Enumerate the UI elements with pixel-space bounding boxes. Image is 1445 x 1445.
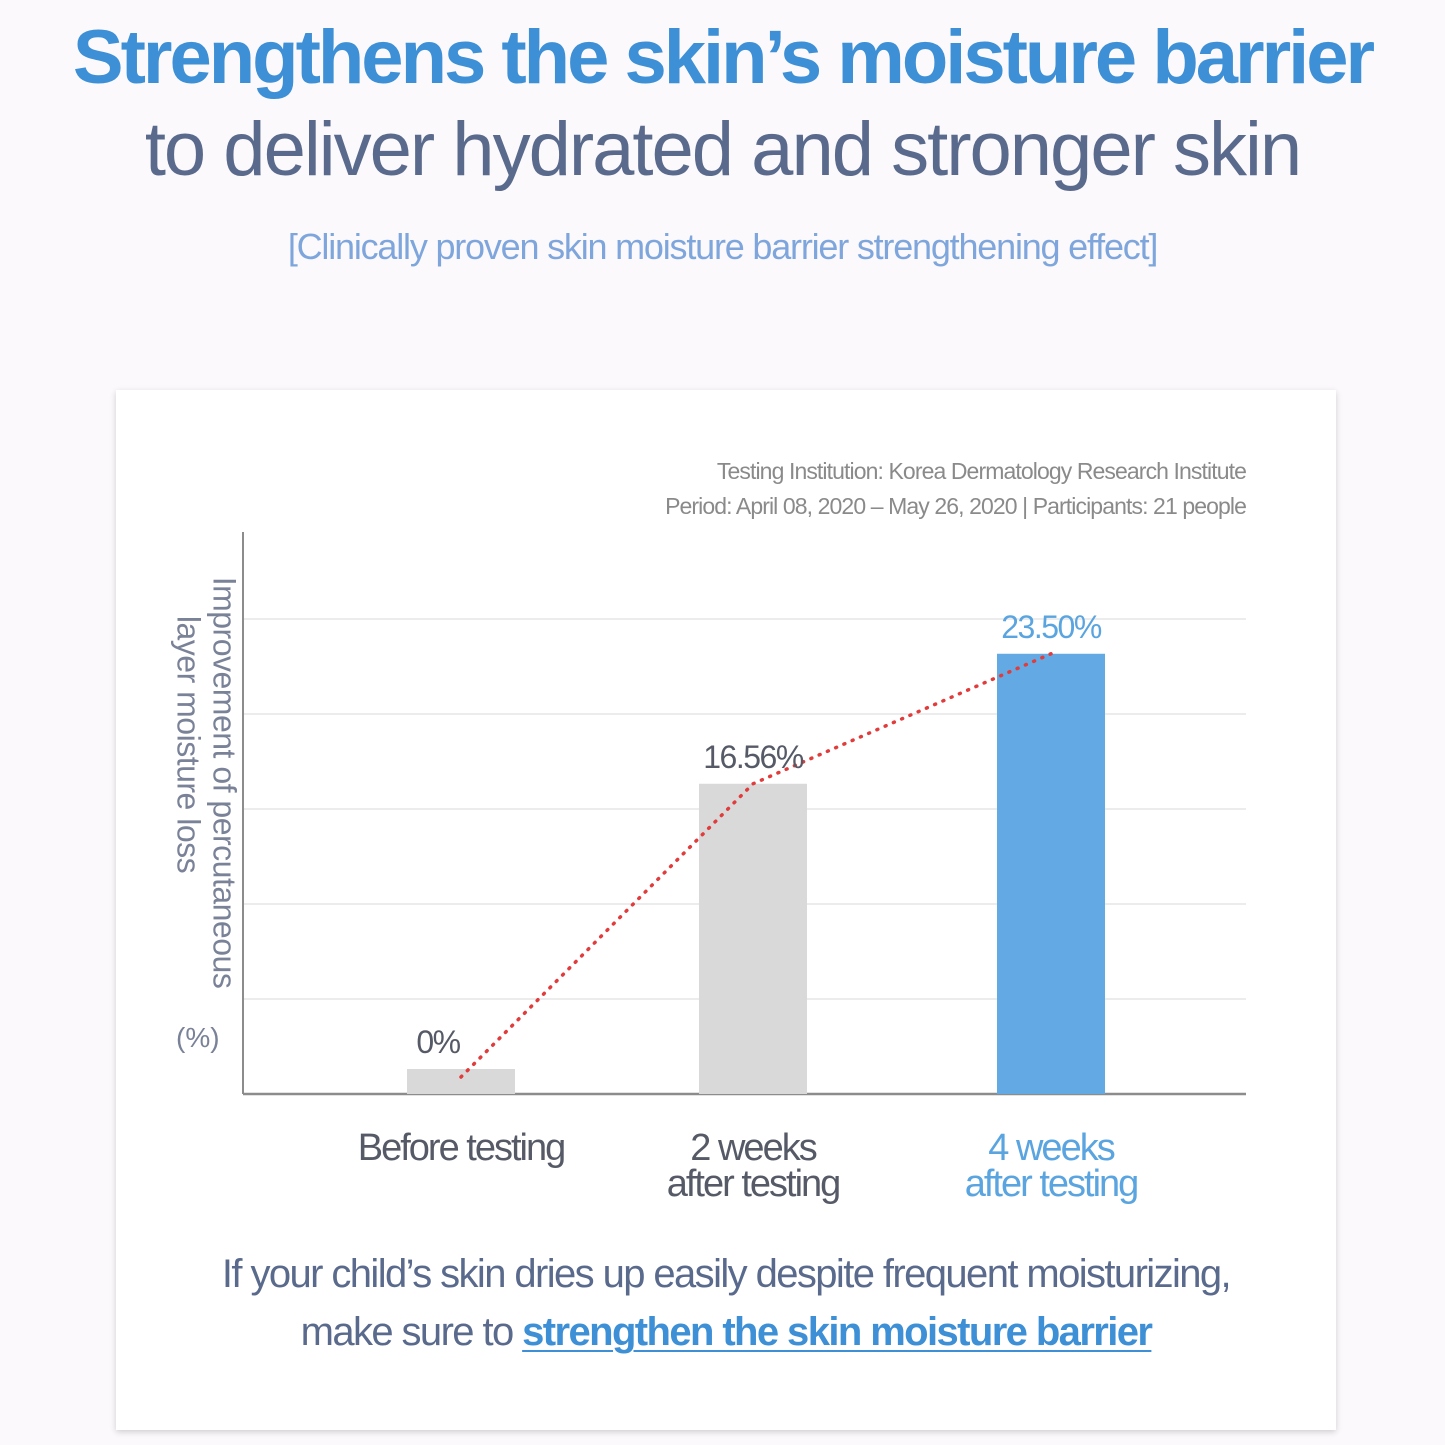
footer-line2: make sure to strengthen the skin moistur… [116, 1310, 1336, 1355]
headline-subtitle: to deliver hydrated and stronger skin [144, 107, 1302, 192]
value-label-2: 23.50% [1001, 609, 1102, 645]
headline-caption: [Clinically proven skin moisture barrier… [287, 226, 1159, 267]
value-label-1: 16.56% [703, 739, 804, 775]
footer-emphasis: strengthen the skin moisture barrier [522, 1310, 1153, 1354]
category-label-line: Before testing [357, 1127, 566, 1169]
category-label-line: 4 weeks [988, 1127, 1115, 1169]
bar-1 [699, 783, 807, 1094]
chart-card: Testing Institution: Korea Dermatology R… [116, 390, 1336, 1430]
value-label-0: 0% [416, 1024, 460, 1060]
trend-line [459, 652, 1053, 1079]
footer-line1: If your child’s skin dries up easily des… [221, 1252, 1232, 1296]
bar-chart: 0% 16.56% 23.50% [242, 532, 1246, 1096]
category-label-line: after testing [666, 1163, 842, 1205]
category-label-line: 2 weeks [690, 1127, 817, 1169]
study-institution: Testing Institution: Korea Dermatology R… [716, 458, 1247, 484]
category-label-line: after testing [964, 1163, 1140, 1205]
category-label-1: 2 weeks after testing [603, 1127, 903, 1205]
bar-0 [407, 1069, 515, 1094]
headline-title: Strengthens the skin’s moisture barrier [72, 15, 1375, 100]
category-label-2: 4 weeks after testing [901, 1127, 1201, 1205]
y-axis-unit: (%) [176, 1022, 220, 1053]
footer-prefix: make sure to [300, 1310, 523, 1354]
category-label-0: Before testing [311, 1127, 611, 1169]
study-period: Period: April 08, 2020 – May 26, 2020 | … [665, 493, 1247, 519]
bar-2 [997, 653, 1105, 1094]
